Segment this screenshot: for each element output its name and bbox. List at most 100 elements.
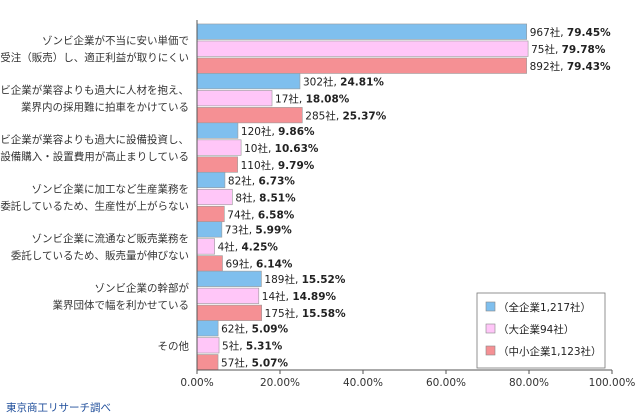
data-label-count: 62社, [221, 323, 252, 336]
data-label-count: 14社, [262, 290, 293, 303]
data-label: 175社, 15.58% [265, 307, 346, 320]
data-label-count: 892社, [530, 60, 567, 73]
data-label: 892社, 79.43% [530, 60, 611, 73]
bar [196, 107, 303, 124]
category-label: ゾンビ企業に加工など生産業務を [32, 183, 190, 196]
data-label-count: 189社, [264, 273, 301, 286]
data-label-percent: 10.63% [275, 143, 319, 155]
data-label: 302社, 24.81% [303, 75, 384, 88]
data-label-count: 110社, [241, 159, 278, 172]
data-label-count: 175社, [265, 307, 302, 320]
data-label-count: 73社, [225, 224, 256, 237]
data-label: 62社, 5.09% [221, 323, 288, 336]
data-label-percent: 5.07% [252, 358, 289, 370]
x-tick-label: 100.00% [589, 377, 636, 389]
data-label-percent: 15.52% [302, 274, 346, 286]
bar [196, 205, 225, 223]
value-labels-layer: 967社, 79.45% 75社, 79.78% 892社, 79.43% 302社,… [218, 26, 612, 370]
legend-label: （全企業1,217社） [498, 301, 591, 314]
bar [196, 337, 220, 354]
data-label: 4社, 4.25% [218, 241, 279, 254]
data-label: 69社, 6.14% [225, 258, 292, 271]
data-label-count: 69社, [225, 258, 256, 271]
data-label: 189社, 15.52% [264, 273, 345, 286]
category-label: 業界団体で幅を利かせている [53, 298, 190, 311]
bar [196, 320, 219, 337]
data-label: 5社, 5.31% [222, 340, 283, 353]
data-label: 74社, 6.58% [227, 208, 294, 221]
category-label: 受注（販売）し、適正利益が取りにくい [0, 51, 189, 64]
data-label-percent: 6.58% [258, 209, 295, 221]
data-label: 110社, 9.79% [241, 159, 315, 172]
data-label: 75社, 79.78% [531, 43, 606, 56]
x-ticks-layer: 0.00% 20.00% 40.00% 60.00% 80.00% 100.00% [180, 370, 635, 389]
legend-swatch [485, 301, 496, 312]
bar [196, 304, 262, 321]
bar [196, 221, 223, 238]
data-label-percent: 14.89% [292, 291, 336, 303]
data-label: 82社, 6.73% [228, 174, 295, 187]
category-label: 設備購入・設置費用が高止まりしている [0, 150, 189, 163]
bar [196, 270, 262, 287]
data-label-percent: 25.37% [343, 110, 387, 122]
data-label-count: 967社, [530, 26, 567, 39]
bar [196, 73, 301, 90]
bar [196, 287, 260, 304]
data-label-count: 285社, [305, 109, 342, 122]
bar [196, 188, 233, 206]
data-label-count: 75社, [531, 43, 562, 56]
data-label-percent: 79.43% [567, 61, 611, 73]
bar [196, 255, 223, 272]
data-label-percent: 5.31% [246, 341, 283, 353]
legend-label: （大企業94社） [498, 323, 574, 336]
x-tick-label: 80.00% [509, 377, 549, 389]
category-label: ゾンビ企業が業容よりも過大に人材を抱え、 [0, 84, 189, 97]
legend-swatch [485, 345, 496, 356]
data-label-percent: 9.79% [278, 160, 315, 172]
bar [196, 139, 242, 156]
bar [196, 23, 528, 40]
data-label-count: 8社, [235, 191, 259, 204]
x-tick-label: 40.00% [343, 377, 383, 389]
category-label: ゾンビ企業が業容よりも過大に設備投資し、 [0, 133, 189, 146]
data-label: 8社, 8.51% [235, 191, 296, 204]
data-label-percent: 5.99% [255, 225, 292, 237]
legend-label: （中小企業1,123社） [498, 345, 602, 358]
data-label-count: 120社, [241, 125, 278, 138]
data-label-count: 82社, [228, 174, 259, 187]
data-label: 73社, 5.99% [225, 224, 292, 237]
bar [196, 90, 273, 107]
data-label-count: 5社, [222, 340, 246, 353]
source-note: 東京商工リサーチ調べ [6, 401, 111, 414]
bar [196, 238, 215, 255]
data-label: 17社, 18.08% [275, 92, 350, 105]
legend-swatch [485, 323, 496, 334]
data-label: 285社, 25.37% [305, 109, 386, 122]
data-label: 14社, 14.89% [262, 290, 337, 303]
bar [196, 40, 529, 57]
category-label: ゾンビ企業に流通など販売業務を [32, 232, 190, 245]
data-label-count: 10社, [244, 142, 275, 155]
category-labels-layer: ゾンビ企業が不当に安い単価で受注（販売）し、適正利益が取りにくいゾンビ企業が業容… [0, 34, 189, 352]
data-label: 120社, 9.86% [241, 125, 315, 138]
data-label-percent: 9.86% [278, 126, 315, 138]
data-label-percent: 6.14% [256, 259, 293, 271]
category-label: 業界内の採用難に拍車をかけている [21, 101, 189, 114]
data-label: 10社, 10.63% [244, 142, 319, 155]
data-label-percent: 79.78% [562, 44, 606, 56]
legend-box [476, 292, 606, 369]
data-label-percent: 4.25% [241, 242, 278, 254]
data-label: 57社, 5.07% [221, 357, 288, 370]
category-label: 委託しているため、生産性が上がらない [0, 200, 189, 213]
data-label-count: 302社, [303, 75, 340, 88]
bar [196, 171, 226, 189]
data-label-percent: 24.81% [340, 76, 384, 88]
category-label: ゾンビ企業が不当に安い単価で [42, 34, 189, 47]
bar [196, 57, 527, 74]
data-label-percent: 6.73% [258, 175, 295, 187]
data-label-count: 4社, [218, 241, 242, 254]
category-label: その他 [158, 339, 190, 352]
bar [196, 354, 219, 371]
bar [196, 122, 239, 139]
